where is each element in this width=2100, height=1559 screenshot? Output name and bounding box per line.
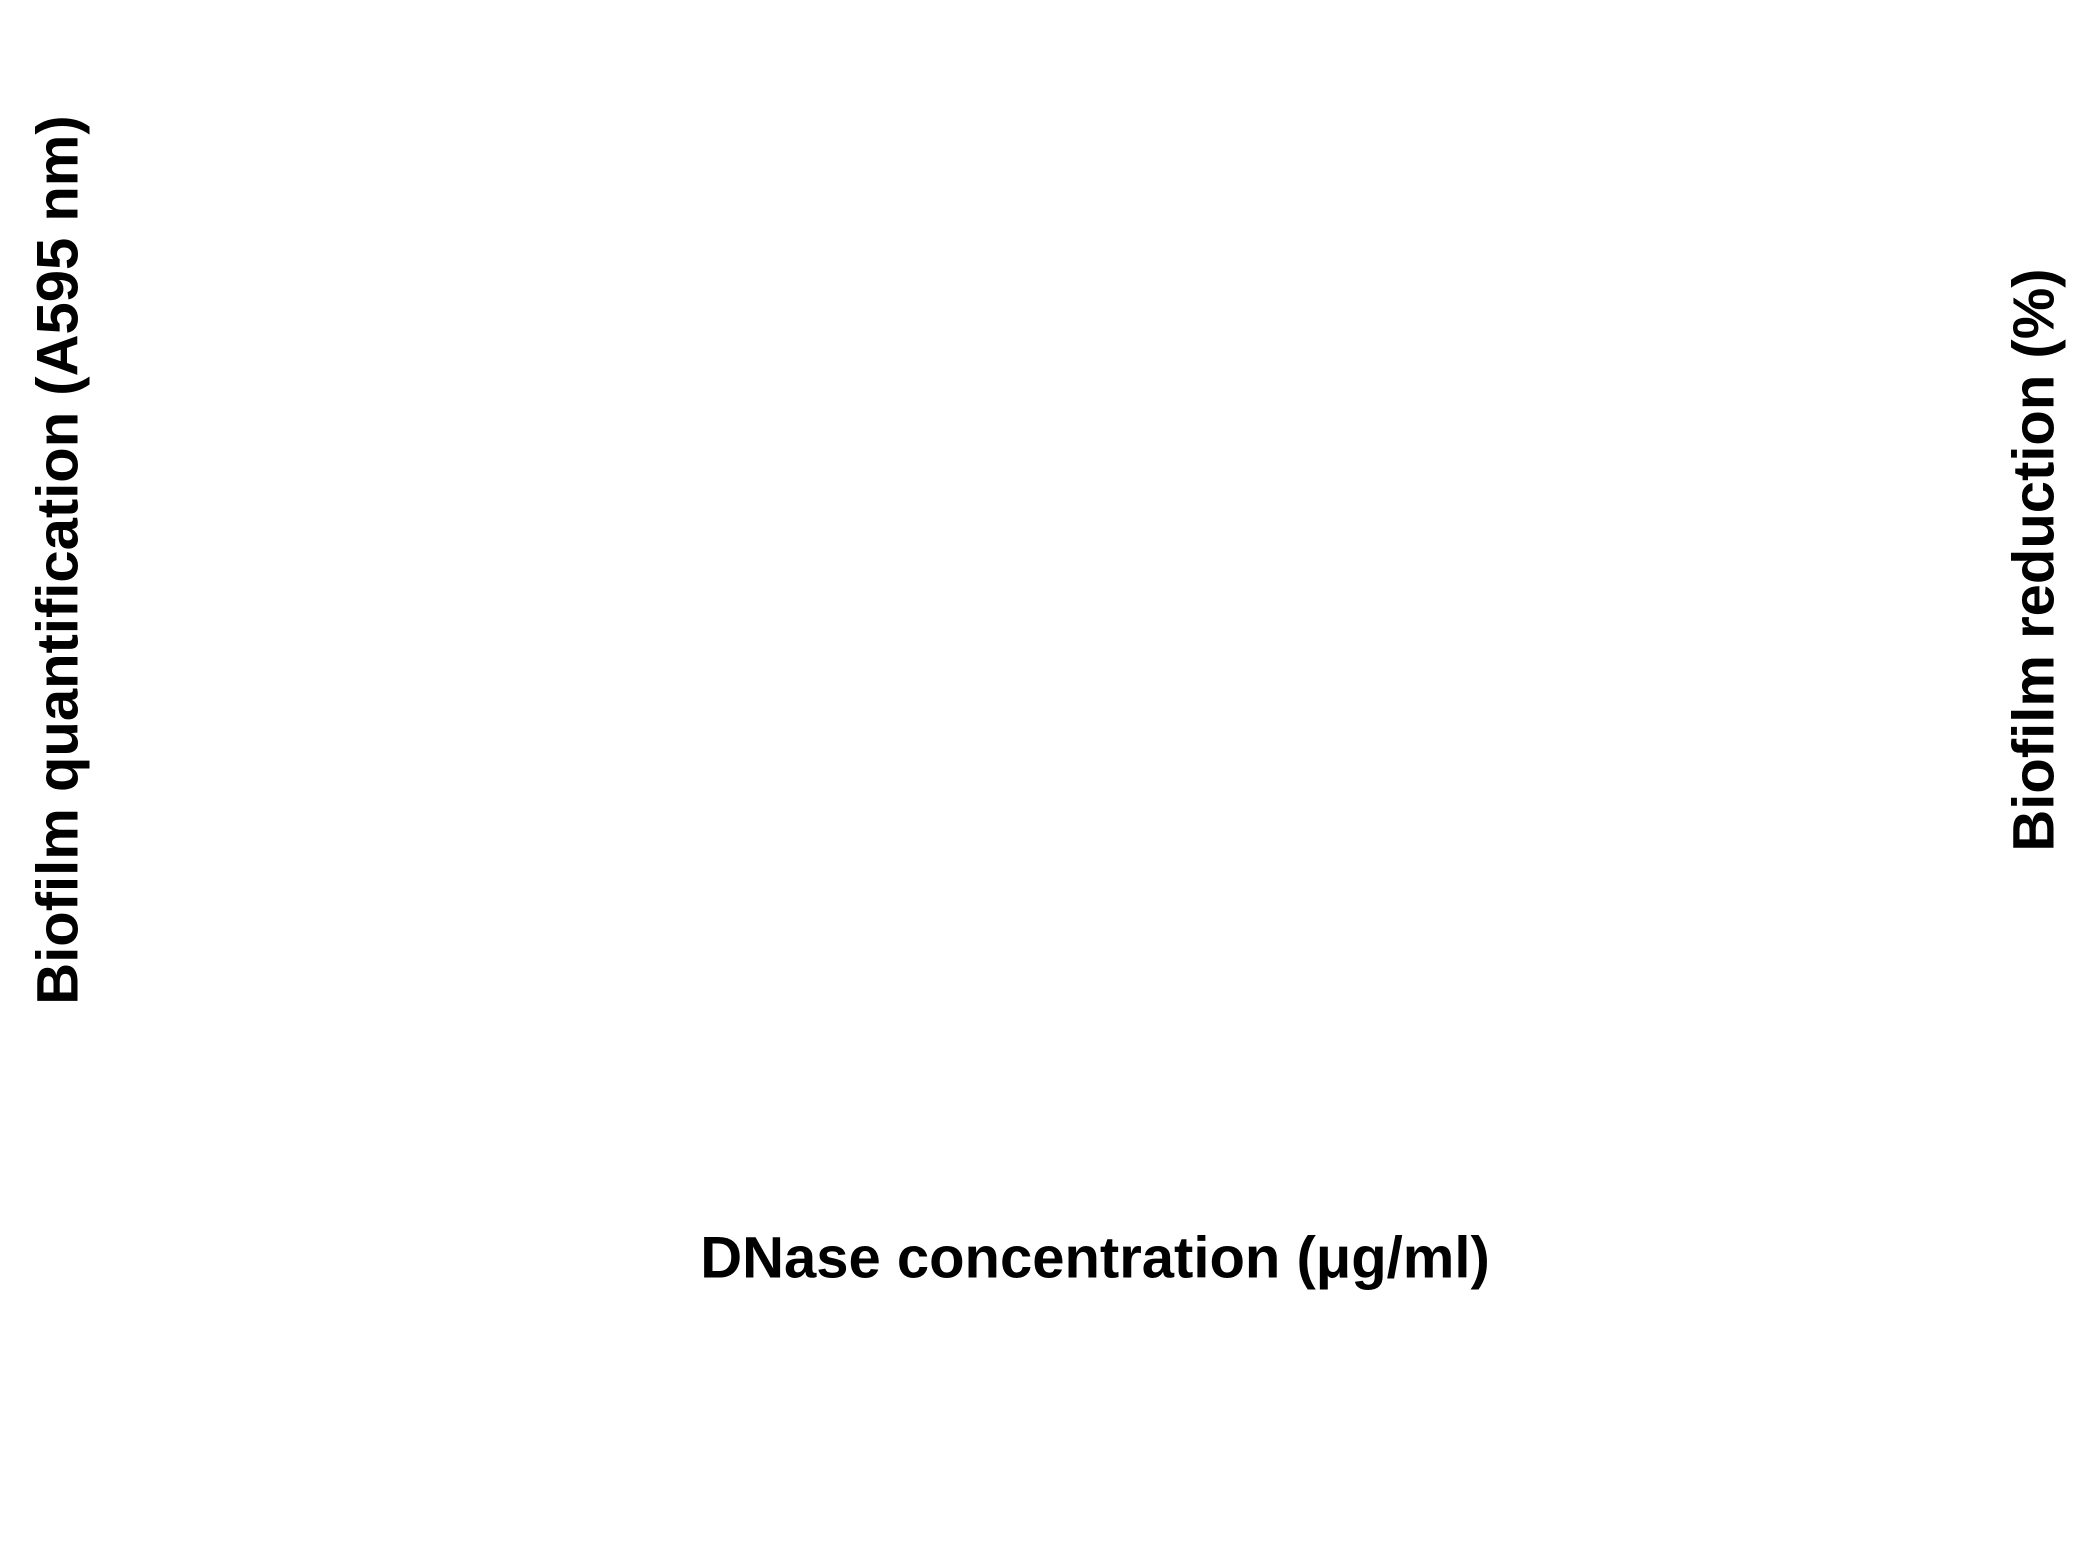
- y2-axis-title: Biofilm reduction (%): [2001, 268, 2066, 851]
- x-axis-title: DNase concentration (μg/ml): [700, 1225, 1490, 1290]
- y-axis-title: Biofilm quantification (A595 nm): [25, 115, 90, 1004]
